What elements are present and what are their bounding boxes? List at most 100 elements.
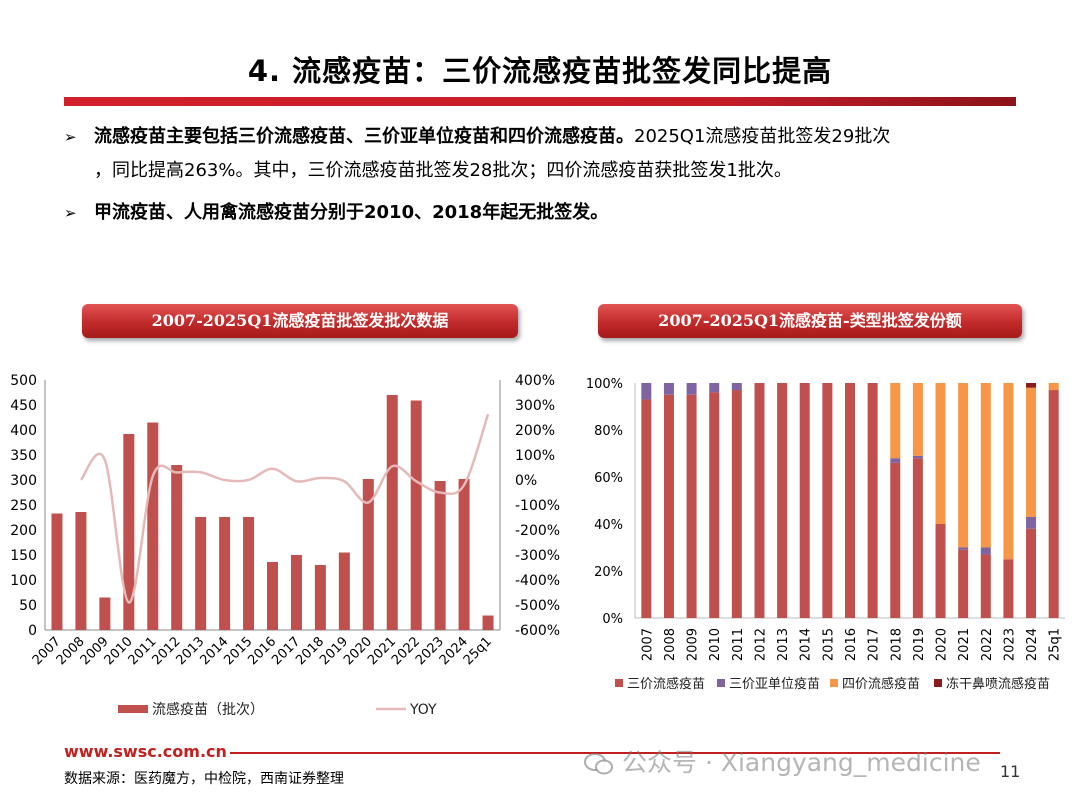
x-tick: 2011: [731, 628, 746, 661]
x-tick: 2016: [844, 628, 859, 661]
stacked-bar-segment: [754, 383, 765, 618]
x-tick: 2021: [957, 628, 972, 661]
stacked-bar-segment: [912, 383, 923, 456]
y-tick-right: -500%: [515, 598, 560, 614]
legend-label: 冻干鼻喷流感疫苗: [946, 676, 1050, 692]
x-tick: 2018: [889, 628, 904, 661]
bar: [482, 615, 494, 630]
x-tick: 25q1: [461, 634, 495, 668]
stacked-bar-segment: [890, 462, 901, 618]
stacked-bar-segment: [709, 392, 720, 618]
chart-type-share: 0% 20% 40% 60% 80% 100% 2007 2008 2009 2010 2011 20…: [586, 377, 1065, 692]
legend-label: 三价亚单位疫苗: [729, 676, 820, 692]
y-tick: 100%: [586, 377, 623, 392]
bar: [362, 479, 374, 630]
x-tick: 2009: [686, 628, 701, 661]
bar: [51, 513, 63, 630]
x-tick: 2020: [935, 628, 950, 661]
y-tick-left: 0: [28, 623, 37, 639]
y-tick-left: 400: [10, 423, 37, 439]
x-tick: 2013: [776, 628, 791, 661]
stacked-bar-segment: [890, 383, 901, 459]
bullet-1-text: 2025Q1流感疫苗批签发29批次: [634, 126, 891, 147]
yoy-line: [79, 413, 490, 604]
footer-divider: [230, 752, 1000, 754]
y-tick-right: -200%: [515, 523, 560, 539]
legend-swatch: [934, 679, 942, 687]
stacked-bar-segment: [958, 549, 969, 618]
y-tick: 80%: [594, 424, 623, 439]
x-tick: 2017: [867, 628, 882, 661]
stacked-bar-segment: [777, 383, 788, 618]
x-tick: 2022: [980, 628, 995, 661]
bar: [243, 517, 255, 630]
stacked-bar-segment: [867, 383, 878, 618]
stacked-bar-segment: [1048, 390, 1059, 618]
bar: [123, 434, 135, 630]
y-tick-right: 0%: [515, 473, 537, 489]
bar: [147, 422, 159, 630]
bar: [314, 565, 326, 630]
bar: [267, 562, 278, 630]
x-tick: 2014: [799, 628, 814, 661]
stacked-bar-segment: [1048, 383, 1059, 391]
stacked-bar-segment: [958, 383, 969, 548]
stacked-bar-segment: [935, 524, 946, 618]
stacked-bar-segment: [912, 458, 923, 618]
stacked-bar-segment: [980, 547, 991, 555]
stacked-bar-segment: [845, 383, 855, 618]
bar: [434, 481, 446, 630]
x-tick: 2024: [1025, 628, 1040, 661]
stacked-bar-segment: [935, 383, 946, 524]
y-tick: 0%: [602, 612, 623, 627]
y-tick-left: 350: [10, 448, 37, 464]
x-tick: 2012: [753, 628, 768, 661]
bar: [338, 552, 350, 630]
bar: [290, 555, 302, 630]
footer-url[interactable]: www.swsc.com.cn: [64, 742, 227, 761]
bar: [171, 465, 183, 630]
y-tick-left: 300: [10, 473, 37, 489]
watermark: 公众号 · Xiangyang_medicine: [584, 743, 981, 779]
y-tick-left: 50: [19, 598, 37, 614]
y-tick-left: 250: [10, 498, 37, 514]
wechat-icon: [584, 753, 613, 775]
legend-swatch: [717, 679, 725, 687]
bar: [219, 517, 231, 630]
page-number: 11: [1000, 762, 1021, 781]
bar: [410, 400, 422, 630]
legend-swatch: [615, 679, 623, 687]
y-tick-right: -300%: [515, 548, 560, 564]
bullet-arrow-icon: ➢: [64, 128, 77, 146]
stacked-bar-segment: [1026, 516, 1037, 529]
y-tick-right: 100%: [515, 448, 555, 464]
legend-bar-swatch: [118, 705, 148, 713]
stacked-bar-segment: [663, 394, 674, 618]
y-tick-right: 400%: [515, 373, 555, 389]
x-tick: 2008: [663, 628, 678, 661]
chart-batch-volume: 0 50 100 150 200 250 300 350 400 450 500 -600% -500%…: [10, 373, 560, 718]
y-tick-left: 500: [10, 373, 37, 389]
stacked-bar-segment: [1003, 383, 1014, 560]
x-tick: 2015: [821, 628, 836, 661]
stacked-bar-segment: [1003, 559, 1014, 618]
stacked-bar-segment: [731, 383, 742, 391]
stacked-bar-segment: [980, 383, 991, 548]
y-tick-left: 200: [10, 523, 37, 539]
chart-2-title: 2007-2025Q1流感疫苗-类型批签发份额: [598, 304, 1022, 338]
y-tick-left: 450: [10, 398, 37, 414]
y-tick-right: -400%: [515, 573, 560, 589]
x-tick: 2010: [708, 628, 723, 661]
y-tick-right: 300%: [515, 398, 555, 414]
stacked-bar-segment: [799, 383, 810, 618]
x-tick: 2019: [912, 628, 927, 661]
chart-1-title: 2007-2025Q1流感疫苗批签发批次数据: [82, 304, 518, 338]
y-tick-left: 150: [10, 548, 37, 564]
y-tick-right: -100%: [515, 498, 560, 514]
x-tick: 2007: [640, 628, 655, 661]
stacked-bar-segment: [890, 458, 901, 463]
bullet-2-bold: 甲流疫苗、人用禽流感疫苗分别于2010、2018年起无批签发。: [94, 202, 609, 223]
y-tick: 40%: [594, 518, 623, 533]
legend-label: 四价流感疫苗: [842, 676, 920, 692]
stacked-bar-segment: [686, 394, 697, 618]
